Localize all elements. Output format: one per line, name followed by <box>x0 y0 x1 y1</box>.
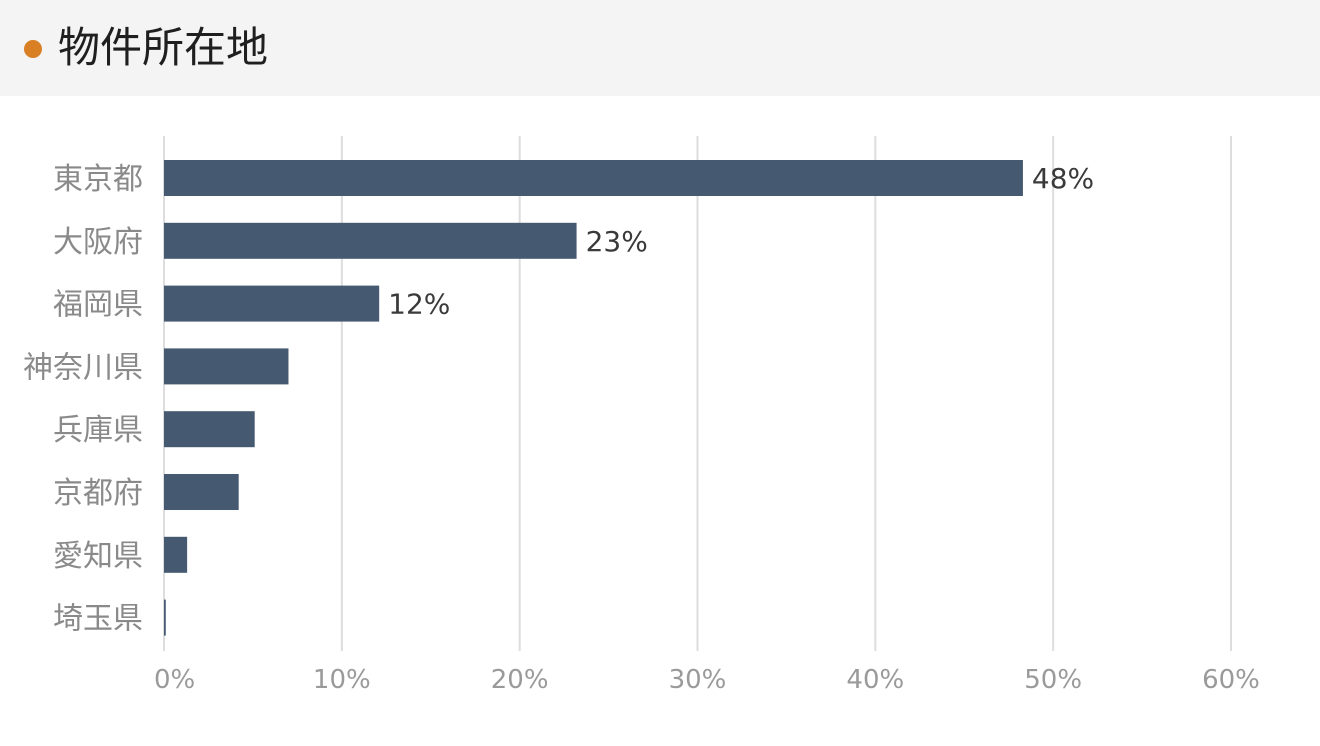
bar <box>164 222 577 259</box>
category-label: 愛知県 <box>53 539 143 574</box>
category-label: 京都府 <box>53 476 143 511</box>
x-tick-label: 10% <box>313 665 371 695</box>
bar <box>164 348 289 385</box>
x-tick-label: 50% <box>1024 665 1082 695</box>
bar <box>164 285 380 322</box>
x-tick-label: 0% <box>154 665 195 695</box>
x-axis-ticks: 0% 10% 20% 30% 40% 50% 60% <box>154 665 1260 695</box>
data-label: 23% <box>586 225 648 258</box>
category-label: 埼玉県 <box>53 602 143 637</box>
x-tick-label: 20% <box>491 665 549 695</box>
category-label: 大阪府 <box>53 225 143 260</box>
bars <box>164 160 1023 636</box>
chart-title: 物件所在地 <box>58 23 269 72</box>
bar <box>164 599 166 636</box>
category-label: 東京都 <box>53 162 143 197</box>
gridlines <box>163 136 1232 651</box>
accent-dot-icon <box>24 40 42 58</box>
chart-header: 物件所在地 <box>0 0 1320 96</box>
x-tick-label: 30% <box>669 665 727 695</box>
x-tick-label: 40% <box>846 665 904 695</box>
bar <box>164 536 188 573</box>
category-label: 福岡県 <box>53 288 143 323</box>
bar <box>164 160 1023 196</box>
value-labels: 48% 23% 12% <box>388 162 1094 321</box>
category-label: 神奈川県 <box>23 350 143 385</box>
bar <box>164 411 255 448</box>
x-tick-label: 60% <box>1202 665 1260 695</box>
bar <box>164 474 239 510</box>
data-label: 12% <box>388 288 450 321</box>
data-label: 48% <box>1032 162 1094 195</box>
category-label: 兵庫県 <box>53 413 143 448</box>
